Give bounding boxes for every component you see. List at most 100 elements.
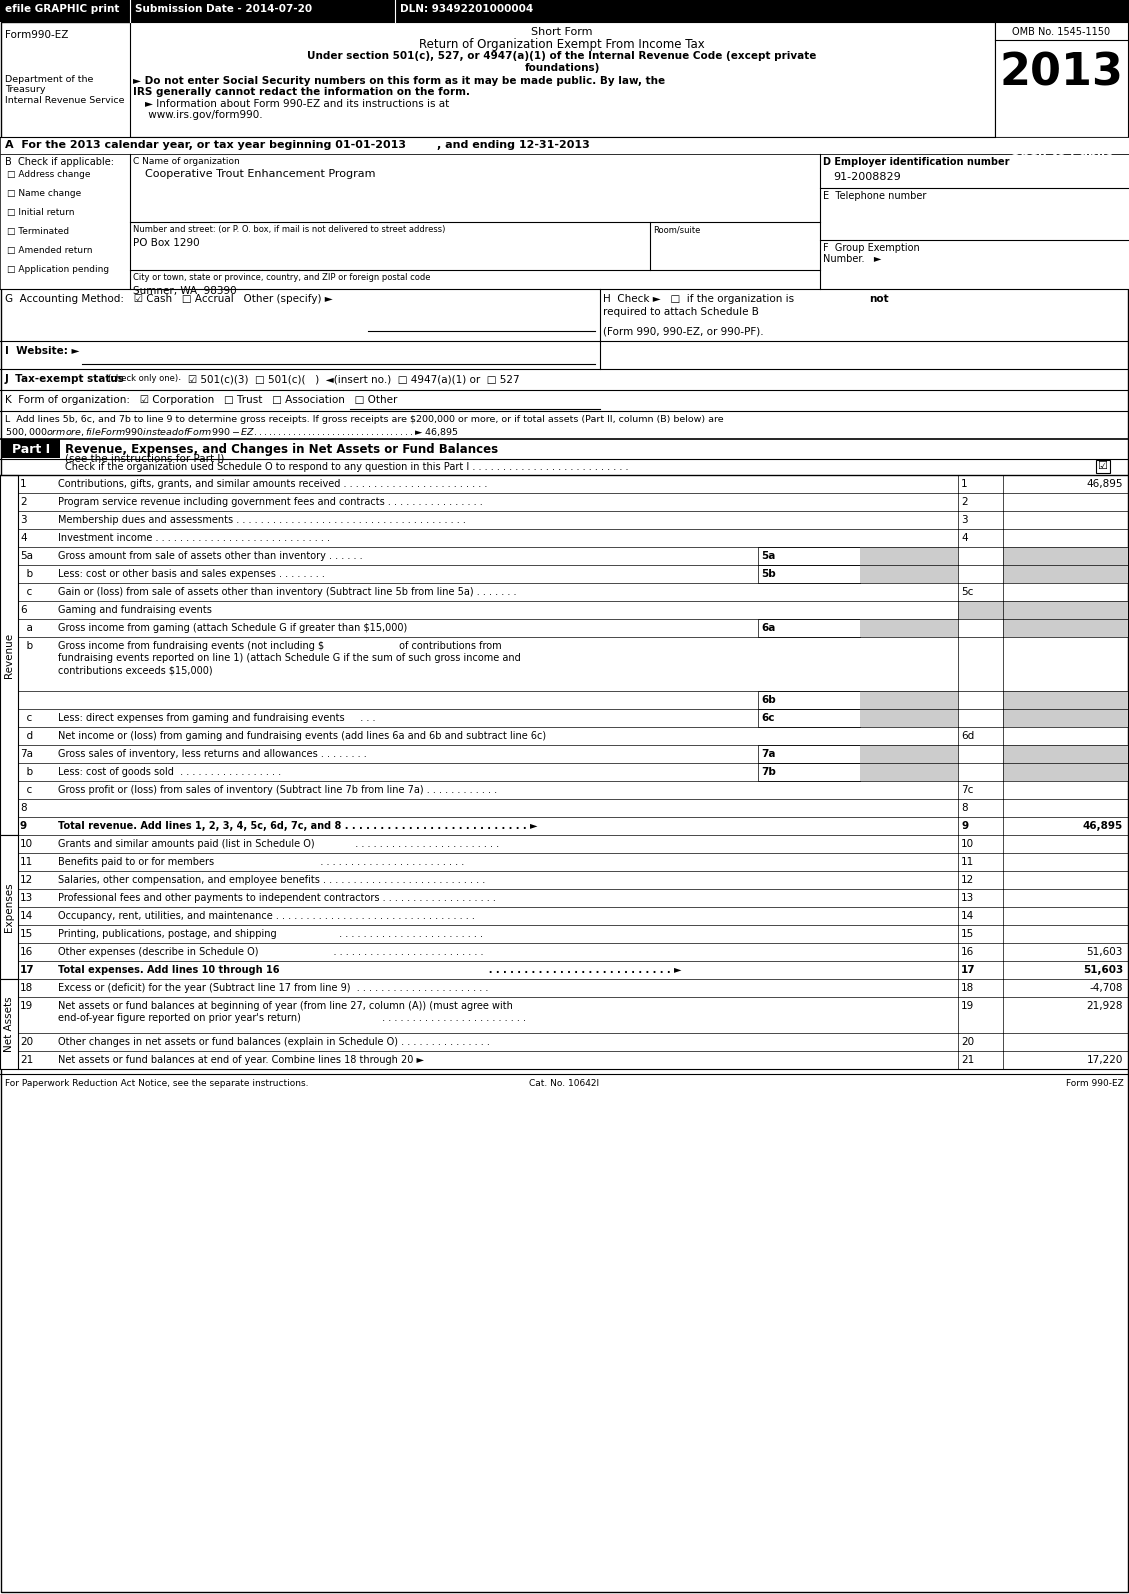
Text: Revenue, Expenses, and Changes in Net Assets or Fund Balances: Revenue, Expenses, and Changes in Net As… <box>65 443 498 456</box>
Text: 7b: 7b <box>761 767 776 776</box>
Bar <box>758 618 860 638</box>
Text: Under section 501(c), 527, or 4947(a)(1) of the Internal Revenue Code (except pr: Under section 501(c), 527, or 4947(a)(1)… <box>307 51 816 61</box>
Text: 4: 4 <box>961 532 968 544</box>
Text: C Name of organization: C Name of organization <box>133 156 239 166</box>
Text: 12: 12 <box>961 875 974 885</box>
Bar <box>860 547 959 564</box>
Text: Total expenses. Add lines 10 through 16                                         : Total expenses. Add lines 10 through 16 <box>58 964 682 976</box>
Text: Other expenses (describe in Schedule O)                        . . . . . . . . .: Other expenses (describe in Schedule O) … <box>58 947 483 956</box>
Bar <box>1003 744 1128 764</box>
Text: 11: 11 <box>961 858 974 867</box>
Text: 46,895: 46,895 <box>1083 821 1123 830</box>
Text: Form 990-EZ: Form 990-EZ <box>1066 1079 1124 1089</box>
Text: Gross amount from sale of assets other than inventory . . . . . .: Gross amount from sale of assets other t… <box>58 552 362 561</box>
Text: IRS generally cannot redact the information on the form.: IRS generally cannot redact the informat… <box>133 88 470 97</box>
Text: Gross profit or (loss) from sales of inventory (Subtract line 7b from line 7a) .: Gross profit or (loss) from sales of inv… <box>58 784 497 795</box>
Bar <box>959 601 1128 618</box>
Text: Total revenue. Add lines 1, 2, 3, 4, 5c, 6d, 7c, and 8 . . . . . . . . . . . . .: Total revenue. Add lines 1, 2, 3, 4, 5c,… <box>58 821 537 830</box>
Text: 17,220: 17,220 <box>1086 1055 1123 1065</box>
Text: Number.   ►: Number. ► <box>823 253 882 265</box>
Bar <box>860 692 959 709</box>
Text: -4,708: -4,708 <box>1089 983 1123 993</box>
Text: 51,603: 51,603 <box>1086 947 1123 956</box>
Text: J  Tax-exempt status: J Tax-exempt status <box>5 375 125 384</box>
Text: Investment income . . . . . . . . . . . . . . . . . . . . . . . . . . . . .: Investment income . . . . . . . . . . . … <box>58 532 330 544</box>
Text: □ Amended return: □ Amended return <box>7 245 93 255</box>
Text: required to attach Schedule B: required to attach Schedule B <box>603 308 759 317</box>
Text: 21: 21 <box>20 1055 33 1065</box>
Text: Less: cost or other basis and sales expenses . . . . . . . .: Less: cost or other basis and sales expe… <box>58 569 325 579</box>
Text: foundations): foundations) <box>524 64 599 73</box>
Text: 15: 15 <box>20 929 33 939</box>
Text: A  For the 2013 calendar year, or tax year beginning 01-01-2013        , and end: A For the 2013 calendar year, or tax yea… <box>5 140 589 150</box>
Text: Gross income from fundraising events (not including $                        of : Gross income from fundraising events (no… <box>58 641 501 650</box>
Text: c: c <box>20 784 33 795</box>
Text: d: d <box>20 732 33 741</box>
Text: 14: 14 <box>961 912 974 921</box>
Bar <box>758 709 860 727</box>
Bar <box>0 979 18 1070</box>
Bar <box>1003 764 1128 781</box>
Text: 9: 9 <box>961 821 969 830</box>
Text: For Paperwork Reduction Act Notice, see the separate instructions.: For Paperwork Reduction Act Notice, see … <box>5 1079 308 1089</box>
Bar <box>995 137 1128 191</box>
Text: (see the instructions for Part I): (see the instructions for Part I) <box>65 453 225 462</box>
Text: Number and street: (or P. O. box, if mail is not delivered to street address): Number and street: (or P. O. box, if mai… <box>133 225 445 234</box>
Text: 4: 4 <box>20 532 27 544</box>
Text: 1: 1 <box>20 480 27 489</box>
Text: Department of the
Treasury
Internal Revenue Service: Department of the Treasury Internal Reve… <box>5 75 124 105</box>
Text: Expenses: Expenses <box>5 881 14 932</box>
Text: c: c <box>20 713 33 724</box>
Text: □ Address change: □ Address change <box>7 171 90 179</box>
Text: 18: 18 <box>20 983 33 993</box>
Text: www.irs.gov/form990.: www.irs.gov/form990. <box>145 110 263 120</box>
Text: 6a: 6a <box>761 623 776 633</box>
Text: 2: 2 <box>961 497 968 507</box>
Text: 16: 16 <box>20 947 33 956</box>
Text: 17: 17 <box>20 964 35 976</box>
Text: ► Information about Form 990-EZ and its instructions is at: ► Information about Form 990-EZ and its … <box>145 99 449 108</box>
Bar <box>995 22 1128 137</box>
Text: Contributions, gifts, grants, and similar amounts received . . . . . . . . . . .: Contributions, gifts, grants, and simila… <box>58 480 488 489</box>
Text: Net assets or fund balances at end of year. Combine lines 18 through 20 ►: Net assets or fund balances at end of ye… <box>58 1055 425 1065</box>
Bar <box>0 137 1129 155</box>
Text: 19: 19 <box>961 1001 974 1011</box>
Text: DLN: 93492201000004: DLN: 93492201000004 <box>400 5 533 14</box>
Text: 20: 20 <box>961 1038 974 1047</box>
Text: end-of-year figure reported on prior year's return)                          . .: end-of-year figure reported on prior yea… <box>58 1014 526 1023</box>
Text: 46,895: 46,895 <box>1086 480 1123 489</box>
Text: Occupancy, rent, utilities, and maintenance . . . . . . . . . . . . . . . . . . : Occupancy, rent, utilities, and maintena… <box>58 912 475 921</box>
Text: 12: 12 <box>20 875 33 885</box>
Bar <box>1003 692 1128 709</box>
Text: 8: 8 <box>961 803 968 813</box>
Text: □ Application pending: □ Application pending <box>7 265 110 274</box>
Text: 6c: 6c <box>761 713 774 724</box>
Text: 8: 8 <box>20 803 27 813</box>
Text: Return of Organization Exempt From Income Tax: Return of Organization Exempt From Incom… <box>419 38 704 51</box>
Bar <box>1003 547 1128 564</box>
Bar <box>1003 564 1128 583</box>
Text: E  Telephone number: E Telephone number <box>823 191 927 201</box>
Text: fundraising events reported on line 1) (attach Schedule G if the sum of such gro: fundraising events reported on line 1) (… <box>58 654 520 663</box>
Text: 2013: 2013 <box>999 51 1123 94</box>
Text: Part I: Part I <box>12 443 50 456</box>
Text: efile GRAPHIC print: efile GRAPHIC print <box>5 5 120 14</box>
Text: $500,000 or more, file Form 990 instead of Form 990-EZ . . . . . . . . . . . . .: $500,000 or more, file Form 990 instead … <box>5 426 458 438</box>
Text: Gross income from gaming (attach Schedule G if greater than $15,000): Gross income from gaming (attach Schedul… <box>58 623 408 633</box>
Text: Professional fees and other payments to independent contractors . . . . . . . . : Professional fees and other payments to … <box>58 893 496 902</box>
Text: Less: direct expenses from gaming and fundraising events     . . .: Less: direct expenses from gaming and fu… <box>58 713 376 724</box>
Bar <box>1003 618 1128 638</box>
Text: 11: 11 <box>20 858 33 867</box>
Text: 19: 19 <box>20 1001 33 1011</box>
Text: Net income or (loss) from gaming and fundraising events (add lines 6a and 6b and: Net income or (loss) from gaming and fun… <box>58 732 546 741</box>
Text: Inspection: Inspection <box>1024 159 1097 174</box>
Text: B  Check if applicable:: B Check if applicable: <box>5 156 114 167</box>
Text: b: b <box>20 569 33 579</box>
Text: G  Accounting Method:   ☑ Cash   □ Accrual   Other (specify) ►: G Accounting Method: ☑ Cash □ Accrual Ot… <box>5 293 333 304</box>
Text: Submission Date - 2014-07-20: Submission Date - 2014-07-20 <box>135 5 312 14</box>
Text: 3: 3 <box>961 515 968 524</box>
Text: 21: 21 <box>961 1055 974 1065</box>
Text: 51,603: 51,603 <box>1083 964 1123 976</box>
Text: F  Group Exemption: F Group Exemption <box>823 242 920 253</box>
Text: City or town, state or province, country, and ZIP or foreign postal code: City or town, state or province, country… <box>133 273 430 282</box>
